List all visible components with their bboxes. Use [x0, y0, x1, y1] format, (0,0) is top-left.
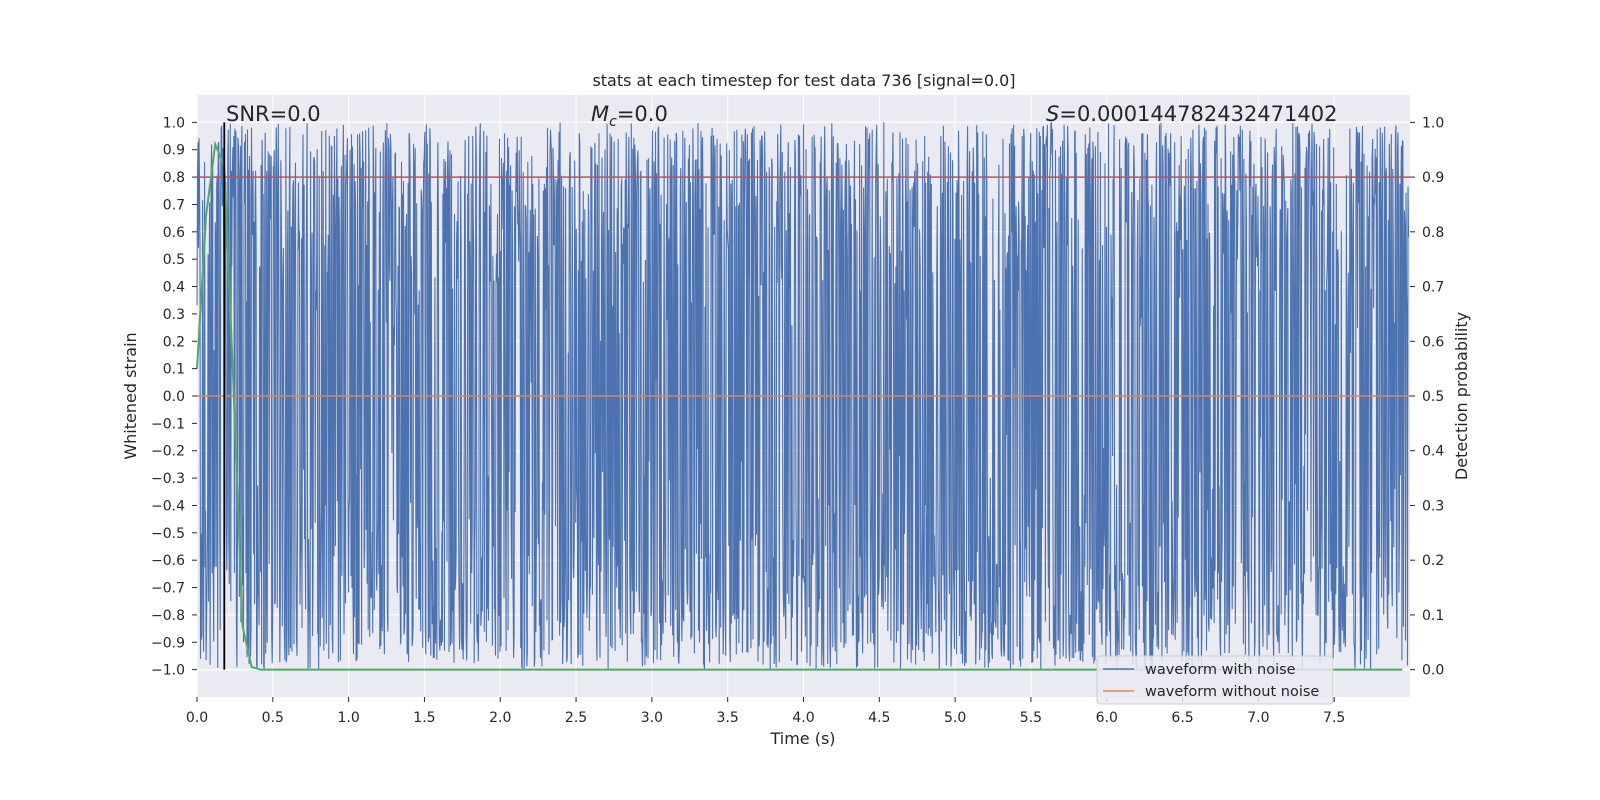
y-left-tick-label: 0.1	[163, 362, 185, 378]
y-right-tick-label: 0.1	[1422, 608, 1444, 624]
y-left-tick-label: 0.7	[163, 197, 185, 213]
y-left-tick-label: −0.9	[151, 635, 185, 651]
x-tick-label: 7.5	[1323, 710, 1345, 726]
y-left-tick-label: 0.5	[163, 252, 185, 268]
x-tick-label: 2.5	[565, 710, 587, 726]
y-right-tick-label: 0.0	[1422, 663, 1444, 679]
s-annotation: S=0.000144782432471402	[1046, 102, 1337, 126]
y-right-tick-label: 1.0	[1422, 115, 1444, 131]
y-right-axis-ticks: 1.0 0.9 0.8 0.7 0.6 0.5 0.4 0.3 0.2 0.1 0.0	[1410, 115, 1444, 679]
snr-annotation: SNR=0.0	[226, 102, 321, 126]
x-tick-label: 1.5	[413, 710, 435, 726]
y-right-axis-label: Detection probability	[1452, 312, 1471, 480]
x-tick-label: 5.5	[1020, 710, 1042, 726]
chart-title: stats at each timestep for test data 736…	[592, 71, 1015, 90]
x-axis-label: Time (s)	[769, 729, 835, 748]
x-tick-label: 3.5	[717, 710, 739, 726]
series-waveform-with-noise	[196, 121, 1410, 670]
y-right-tick-label: 0.7	[1422, 280, 1444, 296]
x-tick-label: 6.5	[1171, 710, 1193, 726]
y-left-tick-label: −0.6	[151, 553, 185, 569]
y-left-tick-label: −0.4	[151, 498, 185, 514]
y-left-tick-label: −0.1	[151, 416, 185, 432]
y-left-tick-label: 0.2	[163, 334, 185, 350]
x-tick-label: 1.0	[337, 710, 359, 726]
legend-label-noise: waveform with noise	[1145, 662, 1296, 678]
y-left-tick-label: 0.0	[163, 389, 185, 405]
x-tick-label: 5.0	[944, 710, 966, 726]
x-tick-label: 4.0	[792, 710, 814, 726]
y-left-tick-label: 0.3	[163, 307, 185, 323]
chirp-mass-annotation: Mc=0.0	[591, 102, 668, 130]
y-left-tick-label: 0.4	[163, 280, 185, 296]
x-tick-label: 4.5	[868, 710, 890, 726]
y-left-axis-label: Whitened strain	[121, 332, 140, 459]
y-left-tick-label: 1.0	[163, 115, 185, 131]
legend: waveform with noise waveform without noi…	[1096, 655, 1334, 705]
y-right-tick-label: 0.8	[1422, 225, 1444, 241]
y-left-tick-label: 0.9	[163, 143, 185, 159]
y-left-axis-ticks: 1.0 0.9 0.8 0.7 0.6 0.5 0.4 0.3 0.2 0.1 0.0 −0.1 −0.…	[151, 115, 197, 679]
legend-label-clean: waveform without noise	[1145, 684, 1319, 700]
y-left-tick-label: 0.6	[163, 225, 185, 241]
y-right-tick-label: 0.4	[1422, 444, 1444, 460]
y-right-tick-label: 0.6	[1422, 334, 1444, 350]
series-detection-probability	[196, 140, 1403, 671]
legend-box	[1096, 655, 1334, 705]
y-right-tick-label: 0.3	[1422, 498, 1444, 514]
x-tick-label: 6.0	[1096, 710, 1118, 726]
y-left-tick-label: −0.3	[151, 471, 185, 487]
y-left-tick-label: −0.7	[151, 581, 185, 597]
y-right-tick-label: 0.9	[1422, 170, 1444, 186]
x-tick-label: 0.0	[186, 710, 208, 726]
x-axis-ticks: 0.0 0.5 1.0 1.5 2.0 2.5 3.0 3.5 4.0 4.5 5.0 5.5 6.0 6…	[186, 697, 1345, 726]
y-left-tick-label: −0.5	[151, 526, 185, 542]
y-left-tick-label: 0.8	[163, 170, 185, 186]
probability-trace	[196, 140, 1403, 671]
y-right-tick-label: 0.2	[1422, 553, 1444, 569]
y-right-tick-label: 0.5	[1422, 389, 1444, 405]
x-tick-label: 0.5	[262, 710, 284, 726]
y-left-tick-label: −0.8	[151, 608, 185, 624]
x-tick-label: 7.0	[1247, 710, 1269, 726]
y-left-tick-label: −1.0	[151, 663, 185, 679]
x-tick-label: 2.0	[489, 710, 511, 726]
noise-trace	[196, 121, 1410, 670]
x-tick-label: 3.0	[641, 710, 663, 726]
y-left-tick-label: −0.2	[151, 444, 185, 460]
